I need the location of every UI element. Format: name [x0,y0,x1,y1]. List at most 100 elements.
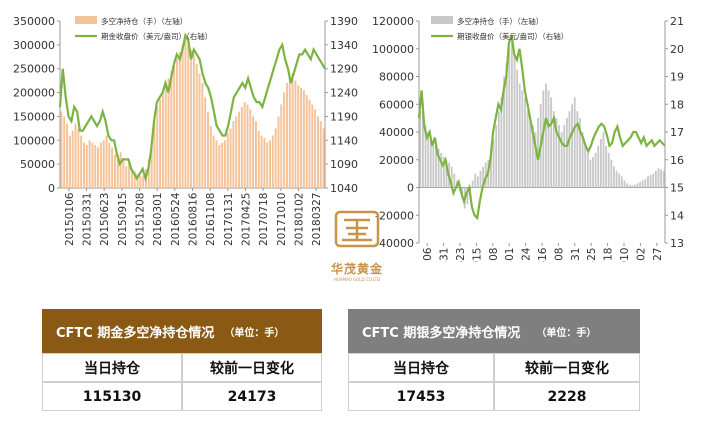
position-bar [113,154,116,188]
position-bar [71,130,74,188]
x-tick-label: 20161108 [553,248,565,262]
position-bar [474,173,477,188]
position-bar [429,138,432,188]
position-bar [221,142,224,188]
position-bar [547,90,550,188]
left-tick-label: 60000 [379,98,414,111]
position-bar [159,99,162,188]
position-bar [229,128,232,188]
position-bar [510,41,513,188]
left-tick-label: 0 [48,182,55,195]
gold-table-unit: （单位：手） [224,327,285,339]
x-tick-label: 20180327 [311,193,323,246]
position-bar [618,173,621,188]
position-bar [85,145,88,188]
position-bar [308,99,311,188]
position-bar [610,159,613,188]
position-bar [184,35,187,188]
position-bar [235,116,238,188]
silver-col-current-header: 当日持仓 [348,353,494,382]
silver-current-value: 17453 [348,382,494,411]
position-bar [581,132,584,188]
position-bar [322,128,325,188]
position-bar [565,118,568,188]
position-bar [128,164,131,188]
position-bar [579,118,581,188]
position-bar [482,166,485,188]
position-bar [271,135,274,188]
position-bar [105,135,108,188]
position-bar [136,173,139,188]
position-bar [534,132,537,188]
x-tick-label: 20180327 [652,248,664,262]
x-tick-label: 20160816 [537,247,549,262]
position-bar [573,97,576,188]
x-tick-label: 20160301 [504,248,516,262]
position-bar [198,73,201,188]
position-bar [243,102,246,188]
position-bar [161,92,164,188]
position-bar [497,111,500,188]
position-bar [173,66,176,188]
position-bar [592,156,594,188]
x-tick-label: 20150331 [439,248,451,262]
position-bar [288,78,291,188]
silver-table-title: CFTC 期银多空净持仓情况 [362,325,521,341]
position-bar [654,170,657,188]
right-tick-label: 1190 [330,110,358,123]
position-bar [531,125,534,188]
position-bar [119,152,122,188]
position-bar [550,97,553,188]
position-bar [633,184,636,188]
x-tick-label: 20180102 [294,193,306,246]
position-bar [254,121,257,188]
position-bar [238,111,241,188]
left-tick-label: 0 [407,182,414,195]
position-bar [77,128,80,188]
position-bar [263,137,266,188]
position-bar [280,104,283,188]
right-tick-label: 19 [670,71,684,84]
position-bar [636,183,639,188]
left-tick-label: -40000 [375,237,414,250]
position-bar [484,162,487,188]
position-bar [66,123,69,188]
logo-mark-icon [334,210,380,248]
position-bar [453,173,456,188]
x-tick-label: 20150331 [82,193,94,246]
price-line [417,34,666,221]
x-tick-label: 20150623 [99,193,111,246]
position-bar [437,148,440,188]
x-tick-label: 20171010 [619,248,631,262]
position-bar [568,111,571,188]
position-bar [319,121,322,188]
position-bar [505,62,508,188]
x-tick-label: 20150106 [422,247,434,262]
position-bar [516,69,519,188]
position-bar [652,173,655,188]
position-bar [445,159,448,188]
position-bar [201,83,204,188]
position-bar [305,94,308,188]
right-tick-label: 21 [670,15,684,28]
position-bar [631,185,634,188]
silver-position-chart: -40000 -20000 0 20000 40000 60000 80000 100000 1… [372,15,684,262]
x-tick-label: 20151208 [488,248,500,262]
right-tick-label: 1140 [330,134,358,147]
position-bar [192,54,195,189]
position-bar [628,184,631,188]
x-tick-label: 20170425 [241,193,253,246]
position-bar [164,85,167,188]
left-tick-label: -20000 [375,209,414,222]
position-bar [153,121,156,188]
position-bar [424,125,427,188]
legend-line-label: 期金收盘价（美元/盎司）（右轴） [101,31,212,41]
position-bar [432,145,435,188]
x-tick-label: 20170425 [586,248,598,262]
position-bar [150,140,153,188]
position-bar [419,111,422,188]
position-bar [212,135,215,188]
x-tick-label: 20171010 [276,193,288,246]
position-bar [240,106,243,188]
position-bar [476,176,479,188]
